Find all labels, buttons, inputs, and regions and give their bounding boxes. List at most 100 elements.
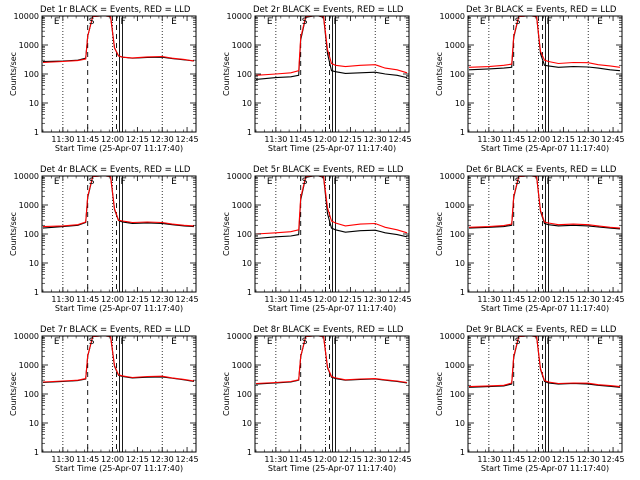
y-tick-label: 100 [24, 70, 39, 79]
phase-marker-label: F [333, 177, 338, 187]
x-tick-label: 12:30 [364, 135, 387, 144]
y-tick-label: 100 [24, 390, 39, 399]
y-tick-label: 10000 [14, 172, 39, 181]
y-tick-label: 10000 [440, 332, 465, 341]
x-tick-label: 11:30 [477, 455, 500, 464]
x-tick-label: 12:45 [389, 455, 412, 464]
phase-marker-label: E [267, 177, 273, 187]
detector-panel-8: E S F E 1 10 100 1000 10000 11:30 11:45 12:00 12:15 1… [213, 320, 426, 480]
x-tick-label: 12:30 [151, 455, 174, 464]
phase-marker-label: S [515, 177, 521, 187]
x-tick-label: 12:00 [101, 295, 124, 304]
x-tick-label: 11:45 [76, 295, 99, 304]
x-axis-label: Start Time (25-Apr-07 11:17:40) [55, 144, 183, 153]
plot-frame [254, 175, 410, 293]
x-tick-label: 12:15 [339, 455, 362, 464]
y-tick-label: 10000 [227, 12, 252, 21]
y-tick-label: 100 [237, 70, 252, 79]
y-tick-label: 1 [460, 128, 465, 137]
x-axis-label: Start Time (25-Apr-07 11:17:40) [481, 464, 609, 473]
x-tick-label: 12:45 [176, 455, 199, 464]
x-tick-label: 12:30 [151, 295, 174, 304]
x-tick-label: 12:45 [602, 455, 625, 464]
panel-title: Det 2r BLACK = Events, RED = LLD [253, 5, 404, 15]
phase-marker-label: F [546, 337, 551, 347]
y-tick-label: 10000 [227, 172, 252, 181]
x-tick-label: 11:45 [502, 135, 525, 144]
panel-title: Det 3r BLACK = Events, RED = LLD [466, 5, 617, 15]
x-axis-label: Start Time (25-Apr-07 11:17:40) [481, 304, 609, 313]
y-tick-label: 10 [242, 99, 252, 108]
phase-marker-label: S [302, 337, 308, 347]
panel-title: Det 6r BLACK = Events, RED = LLD [466, 165, 617, 175]
x-tick-label: 12:00 [314, 295, 337, 304]
phase-marker-label: E [54, 17, 60, 27]
phase-marker-label: S [302, 177, 308, 187]
plot-frame [467, 175, 623, 293]
x-tick-label: 11:30 [264, 455, 287, 464]
phase-marker-label: E [171, 337, 177, 347]
y-axis-label: Counts/sec [435, 212, 444, 256]
panel-title: Det 8r BLACK = Events, RED = LLD [253, 325, 404, 335]
x-tick-label: 12:15 [126, 455, 149, 464]
x-tick-label: 12:00 [527, 455, 550, 464]
phase-marker-label: E [384, 17, 390, 27]
y-axis-label: Counts/sec [9, 372, 18, 416]
detector-panel-7: E S F E 1 10 100 1000 10000 11:30 11:45 12:00 12:15 1… [0, 320, 213, 480]
y-tick-label: 1000 [232, 41, 252, 50]
phase-marker-label: E [597, 17, 603, 27]
y-tick-label: 100 [450, 70, 465, 79]
y-tick-label: 10 [242, 419, 252, 428]
y-tick-label: 1 [34, 448, 39, 457]
x-tick-label: 12:15 [339, 295, 362, 304]
phase-marker-label: F [546, 177, 551, 187]
x-tick-label: 12:45 [176, 135, 199, 144]
y-tick-label: 1000 [19, 361, 39, 370]
x-tick-label: 11:30 [264, 295, 287, 304]
x-tick-label: 11:30 [477, 135, 500, 144]
phase-marker-label: E [54, 177, 60, 187]
phase-marker-label: S [89, 177, 95, 187]
x-tick-label: 11:45 [502, 295, 525, 304]
y-axis-label: Counts/sec [222, 52, 231, 96]
x-tick-label: 11:45 [289, 455, 312, 464]
y-tick-label: 10 [455, 99, 465, 108]
phase-marker-label: E [480, 17, 486, 27]
y-tick-label: 10000 [440, 172, 465, 181]
detector-panel-6: E S F E 1 10 100 1000 10000 11:30 11:45 12:00 12:15 1… [426, 160, 639, 320]
y-tick-label: 1 [34, 128, 39, 137]
phase-marker-label: S [515, 17, 521, 27]
phase-marker-label: E [267, 17, 273, 27]
x-tick-label: 12:45 [602, 135, 625, 144]
y-axis-label: Counts/sec [9, 52, 18, 96]
detector-panel-3: E S F E 1 10 100 1000 10000 11:30 11:45 12:00 12:15 1… [426, 0, 639, 160]
panel-title: Det 9r BLACK = Events, RED = LLD [466, 325, 617, 335]
x-tick-label: 11:30 [477, 295, 500, 304]
x-tick-label: 12:30 [577, 455, 600, 464]
phase-marker-label: E [54, 337, 60, 347]
panel-title: Det 1r BLACK = Events, RED = LLD [40, 5, 191, 15]
y-tick-label: 1000 [445, 201, 465, 210]
x-tick-label: 11:45 [76, 135, 99, 144]
y-axis-label: Counts/sec [222, 372, 231, 416]
y-tick-label: 1 [460, 288, 465, 297]
x-axis-label: Start Time (25-Apr-07 11:17:40) [55, 464, 183, 473]
x-tick-label: 12:30 [364, 295, 387, 304]
y-tick-label: 1000 [445, 361, 465, 370]
phase-marker-label: E [384, 177, 390, 187]
y-tick-label: 10 [455, 419, 465, 428]
x-tick-label: 11:30 [51, 135, 74, 144]
y-tick-label: 1 [247, 448, 252, 457]
phase-marker-label: E [480, 177, 486, 187]
x-tick-label: 12:30 [577, 135, 600, 144]
y-tick-label: 100 [24, 230, 39, 239]
y-tick-label: 1 [247, 288, 252, 297]
y-tick-label: 10 [455, 259, 465, 268]
detector-panel-1: E S F E 1 10 100 1000 10000 11:30 11:45 12:00 12:15 1… [0, 0, 213, 160]
x-tick-label: 11:30 [264, 135, 287, 144]
phase-marker-label: F [333, 337, 338, 347]
